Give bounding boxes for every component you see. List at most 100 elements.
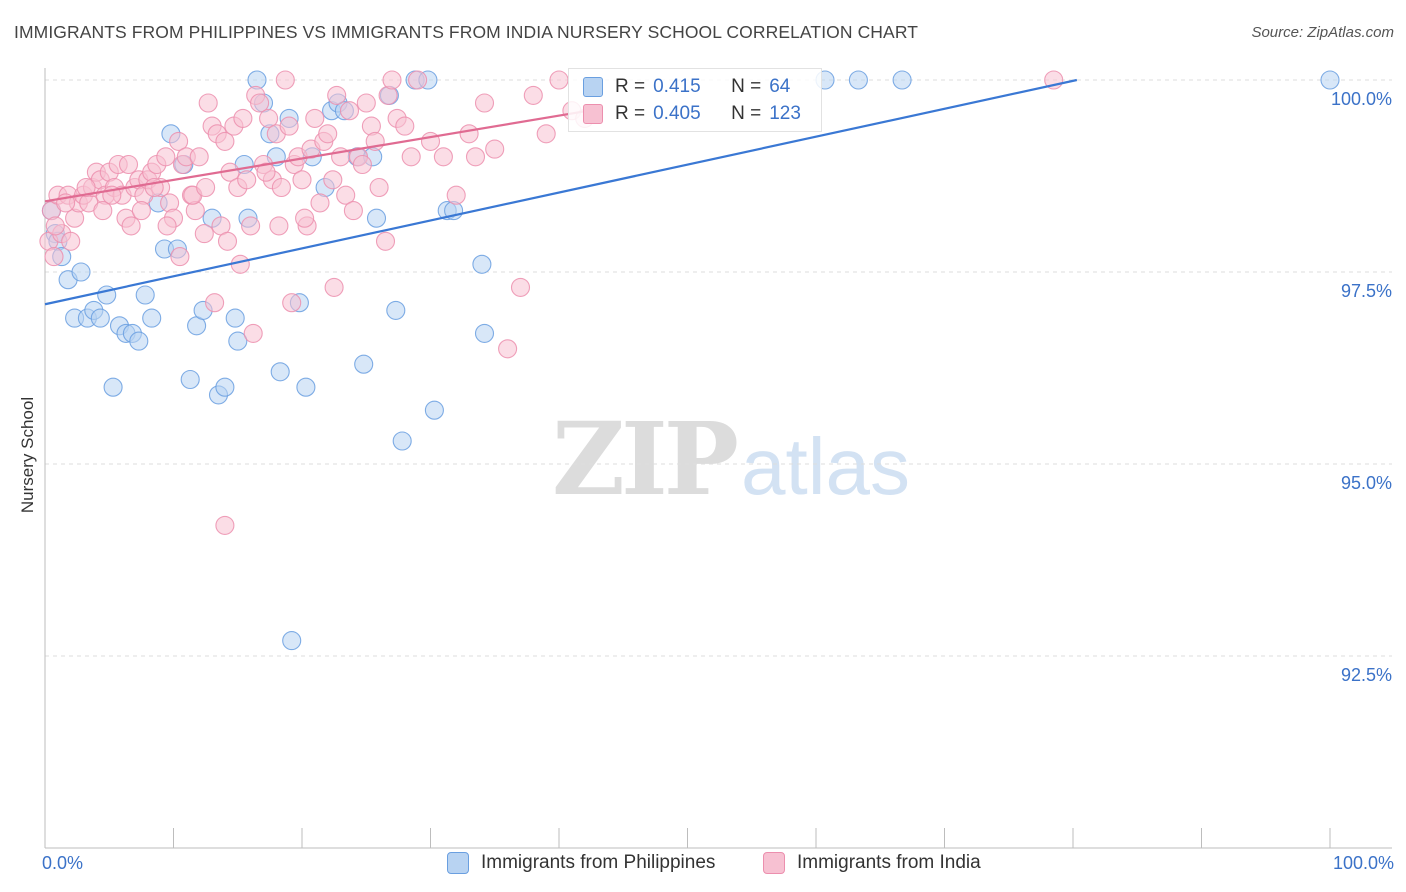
philippines-point [386,300,406,320]
y-tick-label: 97.5% [1341,281,1392,301]
philippines-point [892,70,912,90]
india-point [408,70,428,90]
india-point [474,93,495,113]
philippines-point [103,377,123,397]
philippines-legend-label: Immigrants from Philippines [481,852,716,873]
india-point [194,224,214,244]
philippines-r-value: 0.415 [653,76,701,97]
india-point [217,231,238,251]
india-point [44,247,64,267]
india-point [205,293,225,313]
india-point [305,108,325,128]
india-point [485,139,505,159]
india-point [215,131,235,151]
axes [44,68,1392,849]
india-point [269,216,289,236]
india-point [156,147,176,167]
philippines-point [71,262,91,282]
india-point [395,116,415,136]
india-point [233,108,253,128]
philippines-point [392,431,412,451]
india-point [523,85,543,105]
india-point [271,177,291,198]
philippines-point [228,331,248,351]
watermark: ZIPatlas [552,400,910,518]
philippines-point [1320,70,1340,90]
y-tick-label: 95.0% [1341,473,1392,493]
philippines-n-value: 64 [769,76,791,97]
data-points [39,70,1340,651]
watermark-atlas: atlas [740,422,910,511]
india-point [250,93,270,113]
india-point [170,247,190,267]
philippines-point [142,308,162,328]
india-point [446,185,466,205]
india-point [215,515,235,535]
india-point [465,147,486,167]
india-point [282,293,302,313]
stats-legend: R = 0.415 N = 64 R = 0.405 N = 123 [568,68,822,132]
india-point [131,201,151,221]
india-point [198,93,218,113]
india-legend-label: Immigrants from India [797,852,981,873]
philippines-point [129,331,149,351]
india-point [343,201,363,221]
x-tick-label: 100.0% [1333,853,1394,873]
philippines-point [474,323,495,343]
india-point [118,154,139,175]
tick-labels: 100.0% 97.5% 95.0% 92.5% 0.0% 100.0% [42,89,1394,873]
india-point [275,70,295,90]
india-point [324,277,344,297]
india-point [121,216,141,236]
india-point [433,147,453,167]
philippines-point [215,377,235,397]
india-point [339,101,360,121]
india-legend-swatch [763,852,785,874]
philippines-point [366,208,387,228]
philippines-swatch [583,77,603,97]
india-point [382,70,402,90]
india-point [241,216,261,236]
india-point [459,124,479,144]
legend-row-india: R = 0.405 N = 123 [583,102,801,126]
series-legend: Immigrants from Philippines Immigrants f… [0,852,1406,878]
india-point [318,124,338,144]
philippines-point [225,308,245,328]
legend-item-philippines[interactable]: Immigrants from Philippines [447,852,715,874]
india-point [375,231,396,251]
x-tick-label: 0.0% [42,853,83,873]
india-point [336,185,356,205]
india-point [352,154,372,175]
r-label: R = [615,103,646,124]
india-point [401,147,421,167]
philippines-point [354,354,374,374]
india-point [237,170,257,190]
legend-item-india[interactable]: Immigrants from India [763,852,981,874]
india-point [93,201,113,221]
india-point [369,177,389,198]
philippines-point [424,400,444,420]
india-r-value: 0.405 [653,103,701,124]
philippines-point [180,369,200,390]
philippines-point [270,362,290,382]
india-point [549,70,569,90]
india-trend-line [44,109,589,203]
india-point [279,116,299,136]
india-point [323,170,343,190]
philippines-point [472,254,492,274]
philippines-trend-line [44,78,1078,306]
y-tick-label: 92.5% [1341,665,1392,685]
india-point [259,108,279,128]
india-point [536,124,556,144]
chart-title: IMMIGRANTS FROM PHILIPPINES VS IMMIGRANT… [14,22,919,42]
india-point [510,277,531,297]
india-n-value: 123 [769,103,801,124]
r-label: R = [615,76,646,97]
india-point [157,216,177,236]
n-label: N = [731,103,762,124]
india-point [196,177,216,198]
watermark-zip: ZIP [552,400,739,518]
legend-row-philippines: R = 0.415 N = 64 [583,75,790,99]
india-point [76,177,96,198]
